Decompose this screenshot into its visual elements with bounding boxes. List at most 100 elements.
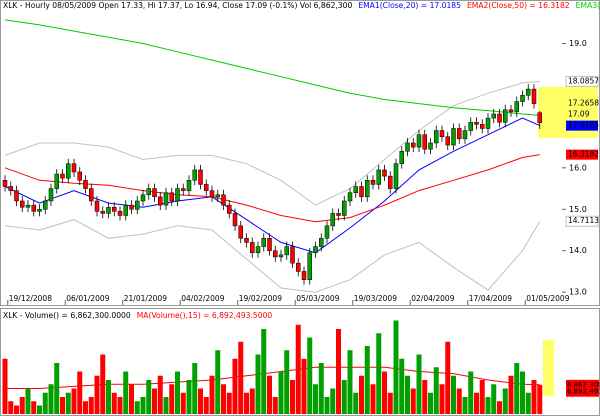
volume-bar [42,392,48,414]
candle-body [204,184,209,191]
candle-body [54,173,59,189]
candle-body [209,190,215,198]
candle-body [43,200,48,210]
candle-body [192,169,197,181]
chart-title: XLK - Hourly 08/05/2009 Open 17.33, Hi 1… [3,1,600,10]
volume-bar [491,384,497,414]
candle-body [428,142,433,150]
volume-bar [290,380,295,414]
candle-body [135,200,140,210]
candle-body [25,204,31,208]
candle-body [531,88,537,104]
volume-bar [37,405,42,414]
volume-bar [249,388,255,414]
candle-body [89,188,94,202]
volume-bar [318,363,324,414]
volume-bar [364,346,370,414]
volume-bar [134,401,140,414]
candle-body [301,271,307,280]
candle-body [227,204,232,214]
volume-bar [520,371,525,414]
ema-line [4,154,540,223]
volume-bar [198,388,203,414]
volume-bar [238,341,244,414]
candle-body [445,136,450,146]
x-tick-label: 19/02/2009 [239,294,282,303]
candle-body [319,238,324,247]
candle-body [330,213,335,227]
value-label: 17.0185 [568,121,599,130]
volume-bar [255,354,261,414]
candle-body [468,121,473,131]
candle-body [313,246,318,254]
value-label: 16.3182 [568,150,599,159]
value-label-box [566,120,598,131]
ema-line [4,19,540,116]
y-tick-label: 15.0 [569,205,587,214]
value-label: 17.09 [568,110,590,119]
candle-body [261,238,266,247]
candle-body [411,142,416,148]
candle-body [388,175,393,189]
candle-body [238,225,243,239]
y-tick-label: 19.0 [569,39,587,48]
volume-bar [163,397,169,414]
volume-bar [336,329,341,414]
volume-bar [324,397,330,414]
candle-body [347,192,353,202]
candle-body [215,194,220,198]
volume-bar [485,397,491,414]
volume-bar [382,371,387,414]
volume-bar [88,397,94,414]
candle-body [365,180,370,198]
candle-body [399,151,404,164]
volume-bar [445,341,451,414]
volume-bar [451,375,456,414]
candle-body [83,180,88,189]
candle-body [198,169,203,185]
x-tick-label: 01/05/2009 [526,294,569,303]
volume-bar [152,388,157,414]
legend-entry: EMA2(Close,50) = 16.3182 [467,1,570,10]
volume-bar [399,358,405,414]
candle-body [451,128,456,146]
candle-body [462,130,468,140]
candle-body [77,171,82,181]
candle-body [503,109,508,123]
volume-bar [405,375,410,414]
volume-bar [353,392,359,414]
volume-bar [215,350,221,414]
volume-bar [393,320,399,414]
volume-bar [433,367,439,414]
candle-body [71,163,77,173]
volume-bar [497,401,502,414]
candle-body [244,238,249,243]
candle-body [255,246,261,254]
value-label: 6,892,493 [567,388,600,396]
volume-bar [19,397,25,414]
value-label-box [566,149,598,160]
volume-bar [244,392,249,414]
y-tick-label: 14.0 [569,246,587,255]
candle-body [100,211,105,214]
legend-entry: MA(Volume(),15) = 6,892,493.5000 [137,311,273,320]
volume-bar [416,354,422,414]
candle-body [508,109,514,113]
candle-body [140,194,146,202]
candle-body [290,246,295,264]
volume-bar [341,380,347,414]
volume-bar [146,380,152,414]
volume-bar [2,358,8,414]
candle-body [186,180,192,191]
candle-body [480,124,485,129]
volume-bar [439,384,445,414]
candle-body [439,130,445,138]
volume-bar [261,329,267,414]
value-label: 14.7113 [568,216,599,225]
volume-bar [370,384,376,414]
volume-bar [330,388,336,414]
candle-body [537,112,542,123]
candle-body [267,238,272,251]
legend-entry: EMA1(Close,20) = 17.0185 [358,1,461,10]
